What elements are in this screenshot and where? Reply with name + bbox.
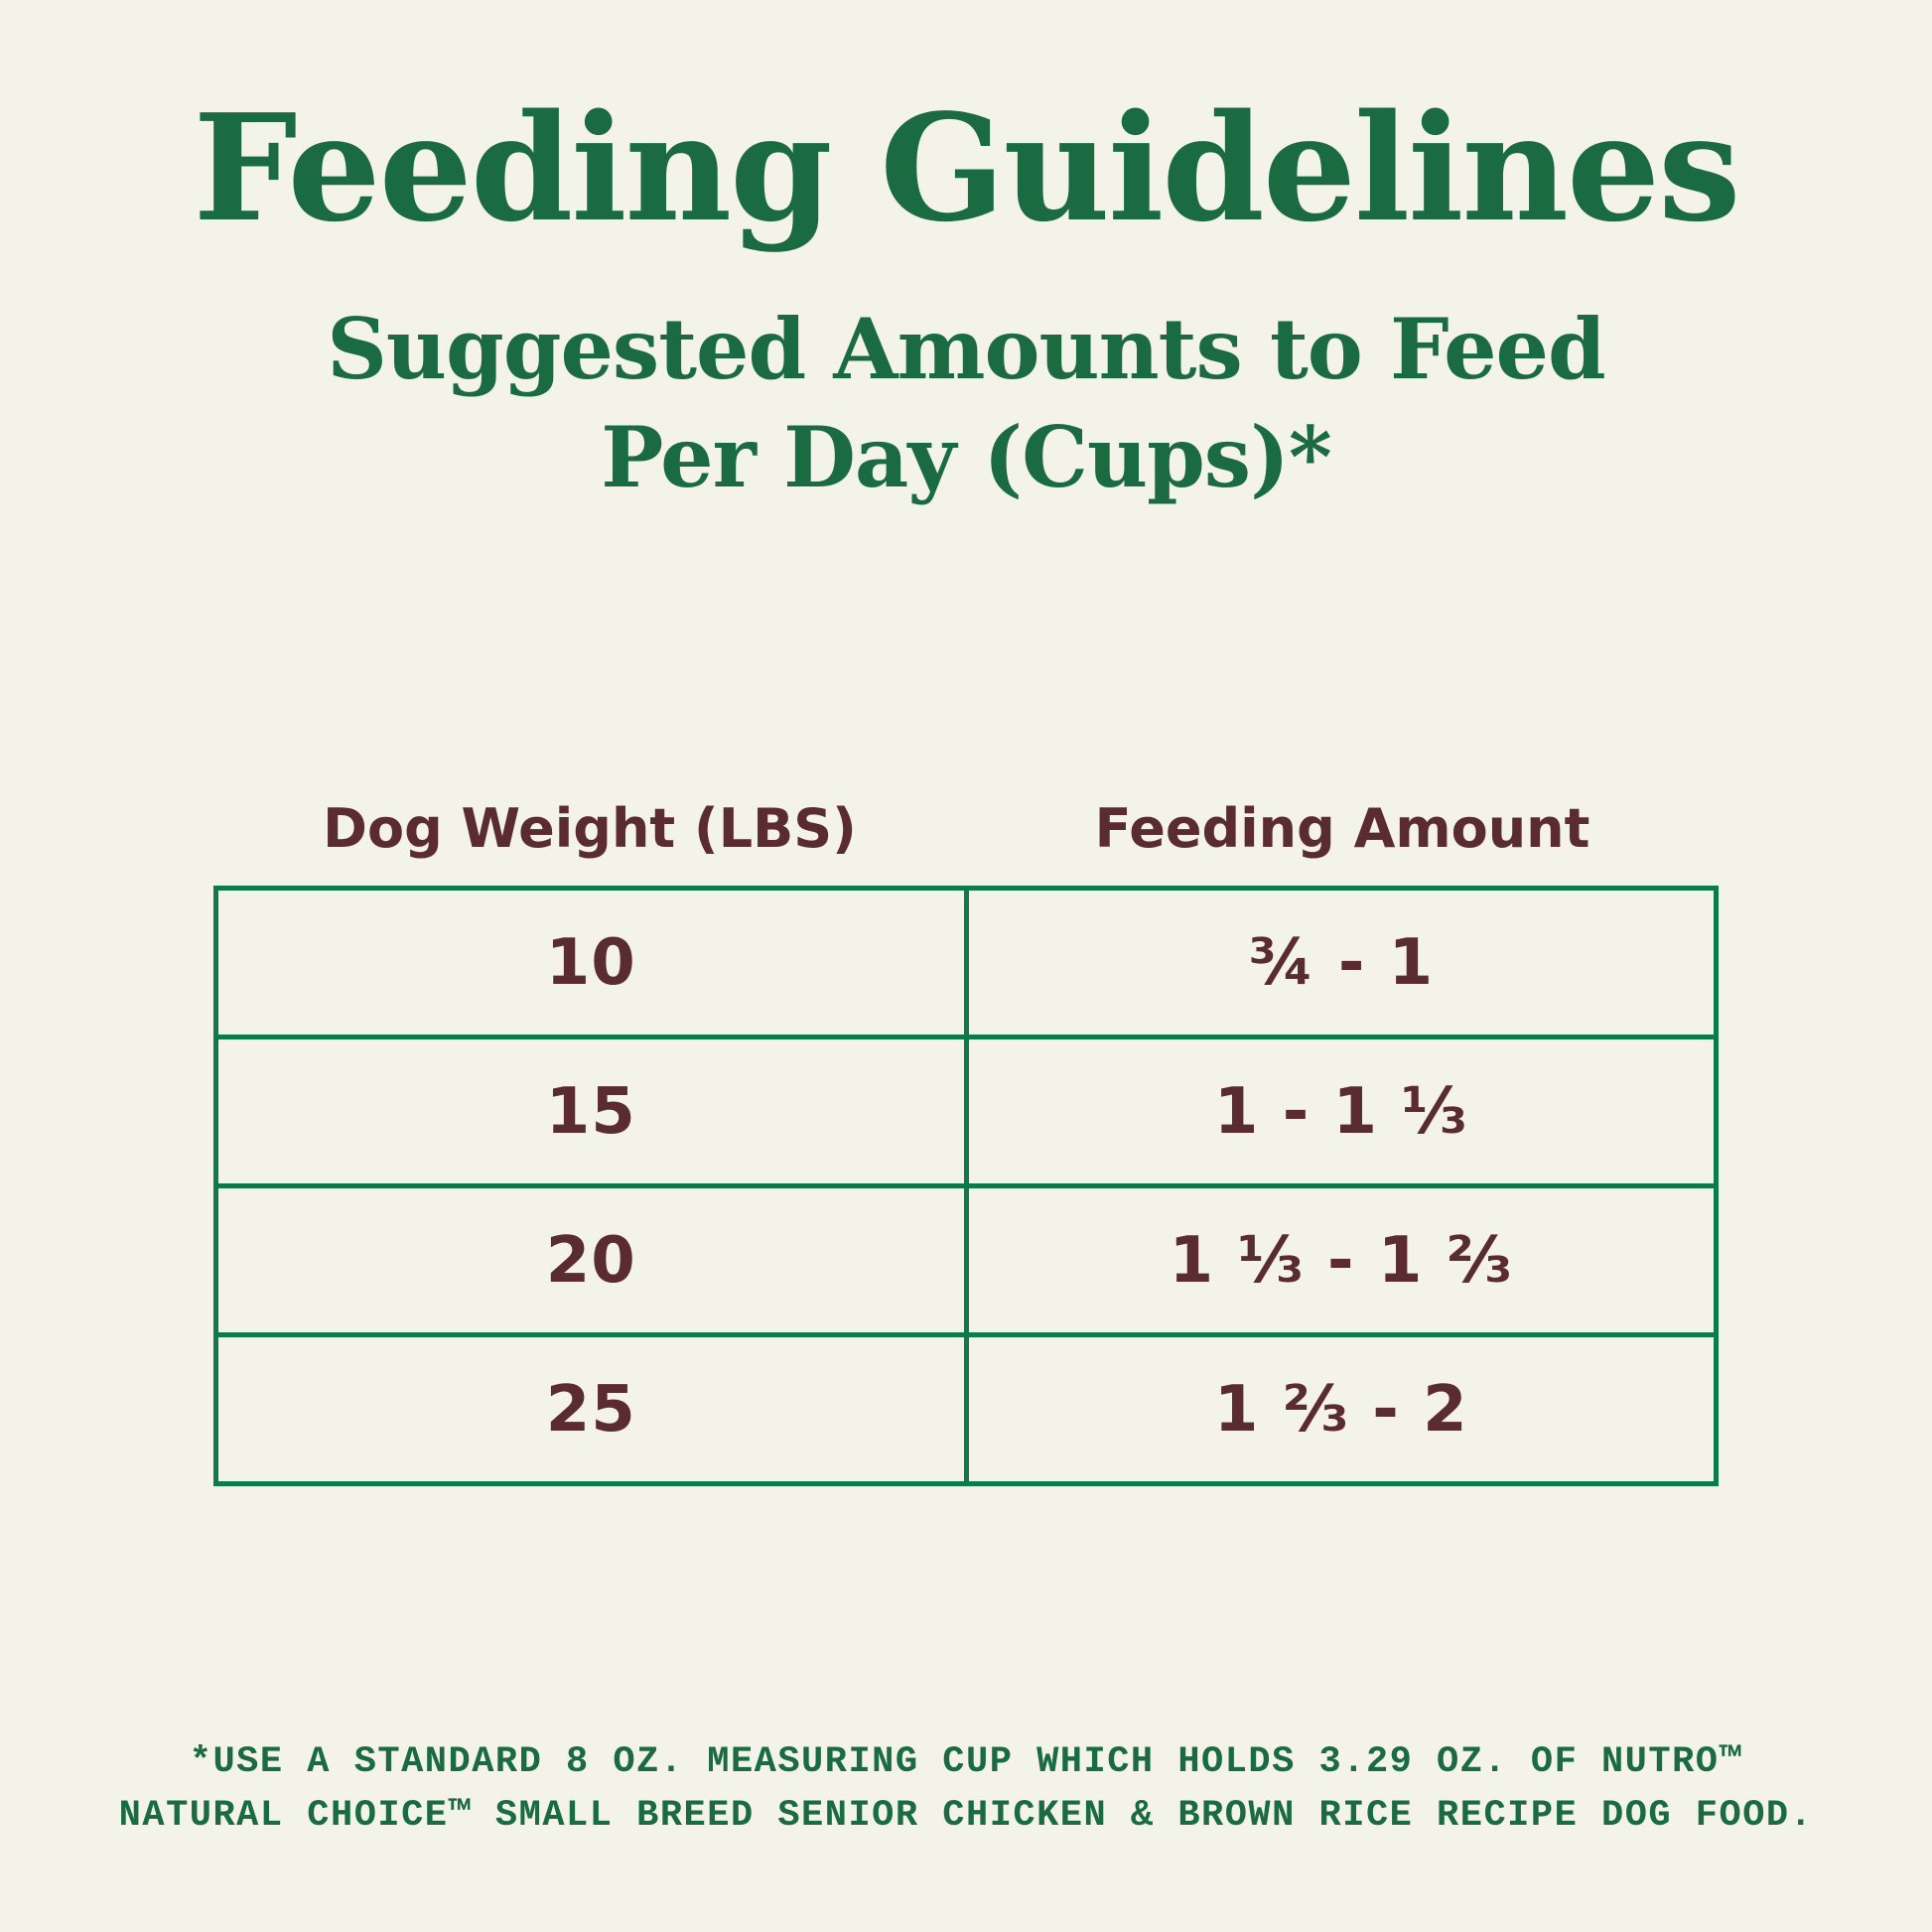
dog-weight-cell: 15 [545, 1074, 636, 1149]
subtitle: Suggested Amounts to Feed Per Day (Cups)… [0, 295, 1932, 511]
footnote-line-2: NATURAL CHOICE™ SMALL BREED SENIOR CHICK… [118, 1794, 1814, 1837]
feeding-amount-cell: ¾ - 1 [963, 891, 1715, 1035]
table-row: 20 1 ⅓ - 1 ⅔ [218, 1183, 1715, 1333]
feeding-table-section: Dog Weight (LBS) Feeding Amount 10 ¾ - 1… [213, 797, 1719, 1487]
table-column-headers: Dog Weight (LBS) Feeding Amount [213, 797, 1719, 860]
column-header-dog-weight: Dog Weight (LBS) [323, 797, 857, 861]
footnote-line-1: *USE A STANDARD 8 OZ. MEASURING CUP WHIC… [189, 1741, 1743, 1784]
feeding-amount-cell: 1 ⅔ - 2 [963, 1337, 1715, 1482]
table-row: 10 ¾ - 1 [218, 891, 1714, 1035]
table-row: 15 1 - 1 ⅓ [218, 1035, 1715, 1184]
footnote: *USE A STANDARD 8 OZ. MEASURING CUP WHIC… [0, 1736, 1932, 1843]
dog-weight-cell: 20 [545, 1223, 636, 1298]
column-header-feeding-amount: Feeding Amount [1094, 797, 1590, 861]
page-title: Feeding Guidelines [193, 81, 1740, 254]
dog-weight-cell: 25 [545, 1372, 636, 1447]
subtitle-line-1: Suggested Amounts to Feed [327, 299, 1605, 398]
dog-weight-cell: 10 [545, 925, 636, 1000]
feeding-table: 10 ¾ - 1 15 1 - 1 ⅓ 20 1 ⅓ - 1 ⅔ 25 1 ⅔ … [213, 886, 1719, 1487]
subtitle-line-2: Per Day (Cups)* [601, 407, 1332, 506]
feeding-amount-cell: 1 ⅓ - 1 ⅔ [963, 1188, 1715, 1333]
table-row: 25 1 ⅔ - 2 [218, 1332, 1715, 1482]
feeding-amount-cell: 1 - 1 ⅓ [963, 1039, 1715, 1184]
